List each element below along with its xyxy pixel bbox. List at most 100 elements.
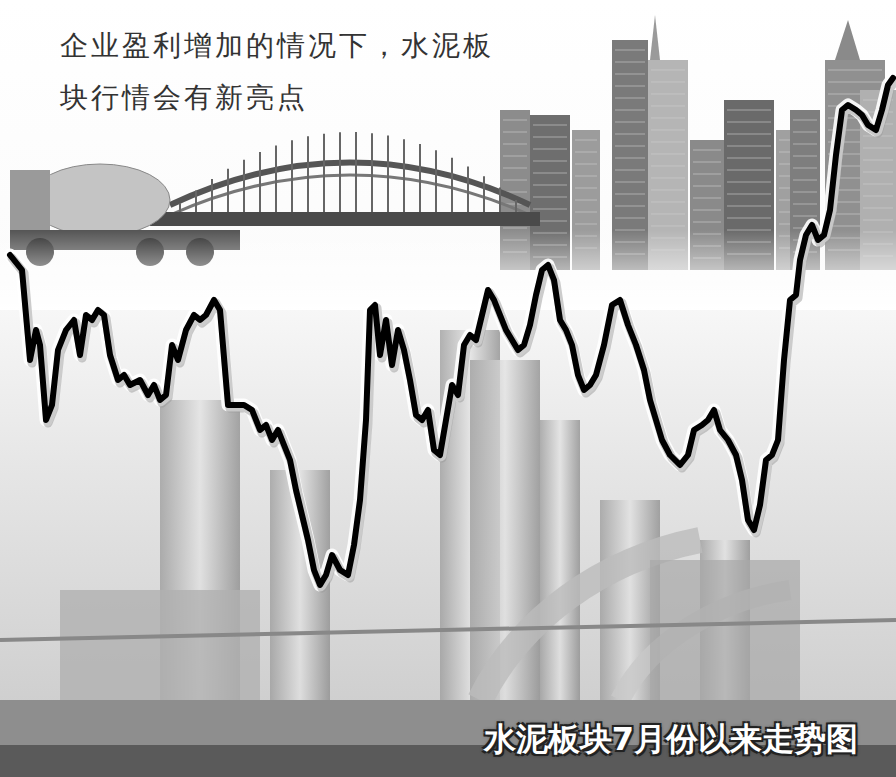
window-row bbox=[727, 194, 771, 195]
window-row bbox=[533, 149, 567, 150]
window-row bbox=[533, 125, 567, 126]
sky bbox=[0, 0, 896, 777]
window-row bbox=[727, 170, 771, 171]
window-row bbox=[615, 134, 645, 135]
window-row bbox=[615, 74, 645, 75]
window-row bbox=[727, 206, 771, 207]
window-row bbox=[793, 168, 817, 169]
window-row bbox=[503, 144, 527, 145]
window-row bbox=[863, 220, 893, 221]
window-row bbox=[651, 214, 685, 215]
window-row bbox=[615, 62, 645, 63]
window-row bbox=[533, 137, 567, 138]
truck-cab bbox=[10, 170, 50, 240]
window-row bbox=[575, 152, 597, 153]
window-row bbox=[503, 156, 527, 157]
bridge-hanger bbox=[387, 136, 389, 212]
chart bbox=[0, 0, 896, 777]
truck-drum bbox=[30, 164, 170, 236]
window-row bbox=[727, 182, 771, 183]
window-row bbox=[863, 184, 893, 185]
window-row bbox=[863, 172, 893, 173]
window-row bbox=[793, 120, 817, 121]
window-row bbox=[615, 170, 645, 171]
window-row bbox=[651, 202, 685, 203]
window-row bbox=[651, 130, 685, 131]
window-row bbox=[651, 94, 685, 95]
window-row bbox=[727, 218, 771, 219]
plant-building bbox=[60, 590, 260, 710]
bridge-deck bbox=[150, 212, 540, 226]
window-row bbox=[693, 186, 721, 187]
window-row bbox=[651, 190, 685, 191]
window-row bbox=[503, 228, 527, 229]
bridge-hanger bbox=[307, 136, 309, 212]
bridge-hanger bbox=[355, 132, 357, 212]
bridge-hanger bbox=[419, 144, 421, 212]
window-row bbox=[651, 82, 685, 83]
bridge-hanger bbox=[211, 179, 213, 212]
window-row bbox=[615, 194, 645, 195]
window-row bbox=[693, 162, 721, 163]
window-row bbox=[503, 132, 527, 133]
window-row bbox=[793, 204, 817, 205]
window-row bbox=[693, 150, 721, 151]
bridge-hanger bbox=[195, 191, 197, 212]
window-row bbox=[533, 161, 567, 162]
bridge-hanger bbox=[339, 132, 341, 212]
caption: 水泥板块7月份以来走势图 bbox=[484, 718, 858, 762]
ground bbox=[0, 700, 896, 777]
window-row bbox=[793, 156, 817, 157]
bridge-hanger bbox=[323, 134, 325, 212]
bridge-hanger bbox=[259, 152, 261, 212]
window-row bbox=[793, 192, 817, 193]
window-row bbox=[615, 110, 645, 111]
bridge-hanger bbox=[227, 169, 229, 212]
window-row bbox=[575, 212, 597, 213]
title: 企业盈利增加的情况下，水泥板块行情会有新亮点 bbox=[60, 20, 500, 124]
window-row bbox=[503, 168, 527, 169]
window-row bbox=[863, 160, 893, 161]
window-row bbox=[533, 197, 567, 198]
window-row bbox=[727, 158, 771, 159]
window-row bbox=[651, 154, 685, 155]
bridge-hanger bbox=[403, 139, 405, 212]
window-row bbox=[503, 120, 527, 121]
window-row bbox=[793, 180, 817, 181]
window-row bbox=[533, 185, 567, 186]
window-row bbox=[727, 134, 771, 135]
window-row bbox=[693, 174, 721, 175]
window-row bbox=[651, 166, 685, 167]
spire bbox=[835, 20, 860, 60]
window-row bbox=[651, 106, 685, 107]
plot bbox=[10, 78, 895, 588]
window-row bbox=[793, 132, 817, 133]
bridge-arch bbox=[170, 175, 530, 215]
window-row bbox=[693, 210, 721, 211]
window-row bbox=[651, 226, 685, 227]
window-row bbox=[615, 98, 645, 99]
fade bbox=[0, 230, 896, 310]
bridge-hanger bbox=[435, 150, 437, 212]
window-row bbox=[575, 188, 597, 189]
bridge-hanger bbox=[467, 166, 469, 212]
window-row bbox=[651, 178, 685, 179]
bridge-hanger bbox=[179, 203, 181, 212]
window-row bbox=[615, 218, 645, 219]
window-row bbox=[651, 118, 685, 119]
window-row bbox=[828, 70, 882, 71]
window-row bbox=[863, 208, 893, 209]
spire bbox=[650, 15, 660, 60]
window-row bbox=[727, 122, 771, 123]
window-row bbox=[693, 222, 721, 223]
plant-building bbox=[650, 560, 800, 710]
figure: 企业盈利增加的情况下，水泥板块行情会有新亮点 水泥板块7月份以来走势图 bbox=[0, 0, 896, 777]
bridge-hanger bbox=[499, 188, 501, 212]
price-line bbox=[10, 78, 893, 585]
window-row bbox=[863, 196, 893, 197]
window-row bbox=[615, 50, 645, 51]
bridge-hanger bbox=[243, 160, 245, 212]
window-row bbox=[575, 224, 597, 225]
bridge-hanger bbox=[451, 158, 453, 212]
bridge-hanger bbox=[483, 176, 485, 212]
